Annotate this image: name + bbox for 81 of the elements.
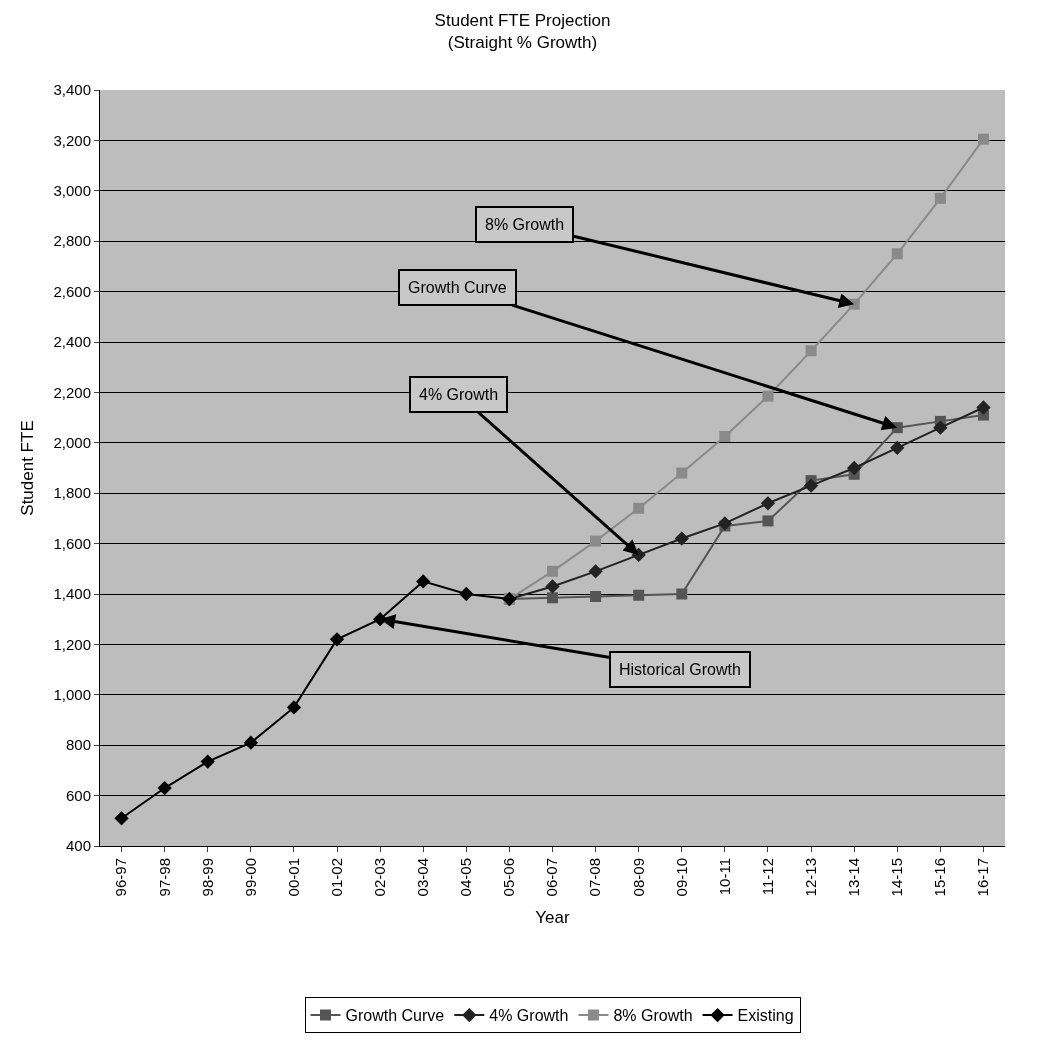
point bbox=[977, 133, 989, 145]
point bbox=[760, 496, 776, 511]
x-tick-label: 13-14 bbox=[845, 858, 863, 897]
point bbox=[157, 780, 172, 796]
point bbox=[717, 516, 733, 531]
y-tick-label: 2,800 bbox=[53, 232, 91, 250]
x-tick-label: 05-06 bbox=[500, 858, 518, 897]
x-tick-label: 07-08 bbox=[586, 858, 604, 897]
chart-title: Student FTE Projection (Straight % Growth) bbox=[434, 11, 611, 53]
annotation: Historical Growth bbox=[619, 661, 741, 678]
x-tick-label: 08-09 bbox=[629, 858, 647, 897]
point bbox=[633, 502, 645, 514]
x-axis-title: Year bbox=[535, 907, 571, 927]
point bbox=[805, 345, 817, 357]
y-tick-label: 2,000 bbox=[53, 434, 91, 452]
legend-label: 8% Growth bbox=[613, 1007, 693, 1025]
point bbox=[676, 588, 688, 600]
point bbox=[547, 565, 558, 577]
annotation: 8% Growth bbox=[485, 216, 565, 233]
point bbox=[674, 531, 689, 546]
x-tick-label: 09-10 bbox=[672, 858, 690, 897]
x-tick-label: 96-97 bbox=[112, 858, 130, 897]
point bbox=[976, 400, 991, 415]
point bbox=[243, 735, 258, 750]
legend-label: 4% Growth bbox=[489, 1007, 569, 1025]
point bbox=[719, 431, 731, 442]
point bbox=[416, 574, 431, 589]
point bbox=[633, 589, 645, 601]
x-tick-label: 06-07 bbox=[543, 858, 561, 897]
x-tick-label: 02-03 bbox=[370, 858, 388, 897]
point bbox=[114, 811, 129, 826]
y-tick-label: 2,400 bbox=[53, 333, 91, 351]
point bbox=[286, 700, 302, 715]
y-tick-label: 1,000 bbox=[53, 686, 91, 704]
annotation: 4% Growth bbox=[419, 386, 499, 403]
legend-label: Existing bbox=[737, 1007, 794, 1025]
point bbox=[847, 460, 862, 476]
annotation: Growth Curve bbox=[408, 279, 507, 296]
y-tick-label: 3,200 bbox=[53, 131, 91, 149]
x-tick-label: 98-99 bbox=[198, 858, 216, 897]
y-tick-label: 800 bbox=[65, 736, 91, 754]
point bbox=[329, 632, 345, 647]
x-tick-label: 12-13 bbox=[801, 858, 819, 897]
y-tick-label: 2,200 bbox=[53, 383, 91, 401]
point bbox=[934, 192, 946, 204]
x-tick-label: 16-17 bbox=[974, 858, 992, 897]
point bbox=[891, 248, 903, 260]
x-tick-label: 01-02 bbox=[327, 858, 345, 897]
point bbox=[590, 591, 602, 603]
point bbox=[762, 390, 774, 402]
point bbox=[588, 564, 603, 579]
y-axis-title: Student FTE bbox=[18, 420, 37, 516]
point bbox=[762, 515, 774, 527]
point bbox=[545, 579, 560, 594]
legend-label: Growth Curve bbox=[345, 1007, 445, 1025]
x-tick-label: 10-11 bbox=[715, 858, 733, 896]
y-tick-label: 1,600 bbox=[53, 534, 91, 552]
point bbox=[547, 592, 558, 604]
x-tick-label: 03-04 bbox=[414, 858, 432, 897]
x-tick-label: 11-12 bbox=[758, 858, 776, 896]
point bbox=[890, 440, 905, 455]
y-tick-label: 2,600 bbox=[53, 282, 91, 300]
y-tick-label: 3,000 bbox=[53, 182, 91, 200]
point bbox=[459, 586, 474, 602]
y-tick-label: 1,200 bbox=[53, 635, 91, 653]
point bbox=[200, 754, 215, 769]
y-tick-label: 1,800 bbox=[53, 484, 91, 502]
y-tick-label: 600 bbox=[65, 786, 91, 804]
y-tick-label: 1,400 bbox=[53, 585, 91, 603]
x-tick-label: 99-00 bbox=[241, 858, 259, 897]
y-tick-label: 400 bbox=[65, 837, 91, 855]
point bbox=[676, 467, 688, 479]
point bbox=[933, 420, 948, 435]
point bbox=[590, 535, 602, 547]
point bbox=[803, 478, 819, 493]
x-tick-label: 97-98 bbox=[155, 858, 173, 897]
y-tick-label: 3,400 bbox=[53, 81, 91, 99]
x-tick-label: 00-01 bbox=[284, 858, 302, 897]
x-tick-label: 15-16 bbox=[931, 858, 949, 897]
x-tick-label: 14-15 bbox=[888, 858, 906, 897]
x-tick-label: 04-05 bbox=[457, 858, 475, 897]
